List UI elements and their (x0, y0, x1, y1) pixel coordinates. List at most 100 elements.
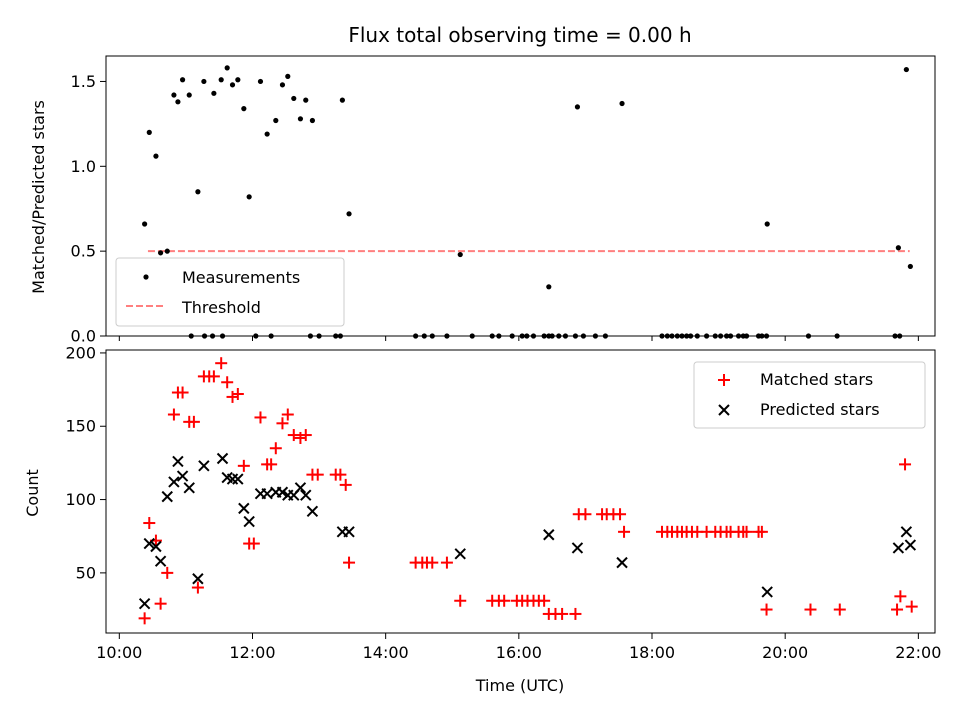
matched-star-point (905, 600, 918, 613)
matched-star-point (207, 370, 220, 383)
measurement-point (907, 263, 913, 270)
matched-star-point (579, 508, 592, 521)
matched-star-point (311, 468, 324, 481)
predicted-star-point (543, 529, 555, 541)
matched-star-point (894, 590, 907, 603)
predicted-star-point (168, 476, 180, 488)
matched-star-point (740, 525, 753, 538)
matched-star-point (498, 594, 511, 607)
x-tick-label: 22:00 (895, 643, 941, 662)
chart-title: Flux total observing time = 0.00 h (348, 23, 691, 47)
matched-star-point (440, 556, 453, 569)
x-tick-label: 12:00 (229, 643, 275, 662)
matched-star-point (187, 415, 200, 428)
measurement-point (273, 117, 279, 124)
matched-star-point (138, 612, 151, 625)
measurement-point (241, 106, 247, 112)
x-tick-label: 20:00 (762, 643, 808, 662)
matched-star-point (161, 566, 174, 579)
measurement-point (229, 82, 236, 88)
measurement-point (291, 95, 297, 102)
legend-matched-marker (718, 374, 730, 386)
measurement-point (171, 92, 177, 98)
x-tick-label: 16:00 (496, 643, 542, 662)
measurement-point (574, 104, 581, 110)
matched-star-point (265, 458, 278, 471)
measurement-point (224, 65, 230, 71)
matched-star-point (343, 556, 356, 569)
matched-star-point (614, 508, 627, 521)
measurement-point (186, 92, 192, 98)
predicted-star-point (276, 486, 289, 498)
predicted-star-point (900, 526, 913, 538)
measurement-point (179, 77, 186, 83)
matched-star-point (191, 581, 204, 594)
predicted-star-point (198, 460, 210, 472)
legend-predicted-label: Predicted stars (760, 400, 880, 419)
bottom-legend: Matched stars Predicted stars (693, 361, 926, 429)
top-y-tick-label: 0.0 (71, 327, 96, 346)
top-axes-frame (105, 55, 936, 337)
measurement-point (895, 245, 901, 251)
measurement-point (303, 97, 309, 103)
predicted-star-point (294, 482, 307, 494)
bottom-x-ticks: 10:00 12:00 14:00 16:00 18:00 20:00 22:00 (96, 633, 941, 662)
predicted-star-point (343, 526, 355, 538)
matched-star-point (339, 478, 352, 491)
predicted-star-point (306, 505, 319, 518)
measurement-point (142, 221, 148, 227)
matched-star-point (618, 525, 631, 538)
predicted-star-point (892, 542, 905, 554)
matched-star-point (569, 607, 582, 620)
matched-star-point (287, 429, 300, 442)
predicted-star-point (172, 455, 184, 468)
measurement-point (279, 82, 286, 88)
matched-star-point (226, 390, 239, 403)
top-y-ticks: 0.0 0.5 1.0 1.5 (71, 72, 106, 346)
matched-star-point (899, 458, 912, 471)
measurement-point (235, 77, 241, 83)
measurement-point (346, 211, 352, 217)
matched-star-point (167, 408, 180, 421)
bottom-plot-area (138, 357, 918, 625)
top-x-ticks (118, 336, 919, 341)
matched-star-point (538, 594, 551, 607)
matched-star-point (276, 417, 289, 430)
bottom-y-ticks: 50 100 150 200 (65, 343, 106, 582)
measurement-point (195, 189, 201, 195)
measurement-point (309, 117, 316, 124)
legend-predicted-marker (718, 404, 730, 416)
measurement-point (211, 90, 217, 96)
matched-star-point (237, 459, 250, 472)
measurement-point (164, 248, 170, 254)
predicted-star-point (454, 548, 466, 560)
top-legend-box (115, 257, 345, 327)
bottom-y-tick-label: 150 (65, 417, 96, 436)
measurement-point (339, 97, 345, 103)
bottom-y-tick-label: 100 (65, 490, 96, 509)
matched-star-point (247, 537, 260, 550)
top-panel-ratio: Flux total observing time = 0.00 h Match… (29, 23, 936, 346)
matched-star-point (556, 607, 569, 620)
matched-star-point (334, 468, 347, 481)
top-y-tick-label: 1.5 (71, 72, 96, 91)
measurement-point (246, 194, 252, 200)
matched-star-point (760, 603, 773, 616)
matched-star-point (299, 429, 312, 442)
predicted-star-point (232, 473, 244, 485)
bottom-y-axis-label: Count (23, 469, 42, 517)
measurement-point (257, 78, 264, 85)
measurement-point (153, 153, 159, 159)
measurement-point (764, 221, 770, 227)
top-y-tick-label: 1.0 (71, 157, 96, 176)
measurement-point (903, 66, 909, 73)
top-y-tick-label: 0.5 (71, 242, 96, 261)
measurement-point (546, 284, 552, 290)
matched-star-point (281, 408, 294, 421)
measurement-point (146, 129, 152, 135)
matched-star-point (891, 603, 904, 616)
measurement-point (175, 99, 181, 105)
predicted-star-point (261, 487, 273, 500)
